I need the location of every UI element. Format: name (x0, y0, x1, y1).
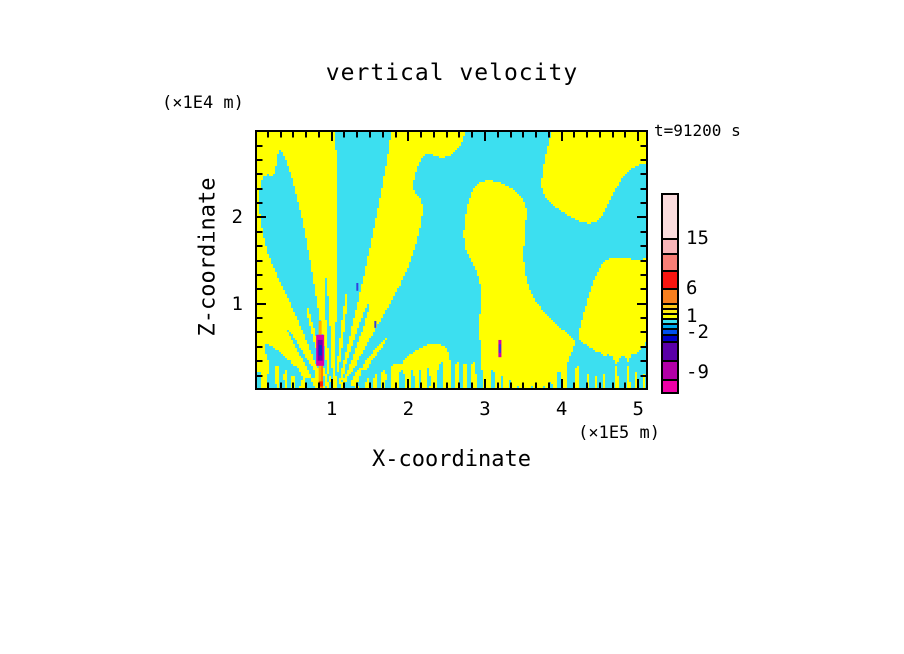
x-axis-label: X-coordinate (372, 447, 531, 472)
contour-field-canvas (255, 130, 648, 390)
colorbar-segment (663, 270, 677, 288)
colorbar-segment (663, 308, 677, 313)
x-tick-label: 3 (479, 398, 491, 420)
colorbar-segment (663, 238, 677, 253)
colorbar-segment (663, 195, 677, 238)
colorbar-segment (663, 288, 677, 303)
colorbar (661, 193, 679, 394)
colorbar-segment (663, 360, 677, 379)
x-tick-label: 4 (555, 398, 568, 420)
colorbar-segment (663, 303, 677, 308)
colorbar-tick-label: 6 (686, 277, 698, 299)
y-tick-label: 2 (231, 206, 243, 229)
colorbar-tick-label: -2 (686, 321, 709, 343)
x-axis-unit-label: (×1E5 m) (578, 423, 660, 443)
colorbar-segment (663, 313, 677, 318)
x-tick-label: 5 (632, 398, 644, 420)
colorbar-tick-label: 1 (686, 305, 698, 327)
x-tick-label: 2 (402, 398, 415, 420)
colorbar-segment (663, 379, 677, 392)
colorbar-segment (663, 341, 677, 360)
y-axis-unit-label: (×1E4 m) (162, 93, 244, 113)
colorbar-tick-label: 15 (686, 227, 709, 249)
colorbar-segment (663, 253, 677, 270)
colorbar-segment (663, 328, 677, 334)
colorbar-tick-label: -9 (686, 361, 709, 383)
colorbar-segment (663, 323, 677, 328)
timestamp-label: t=91200 s (654, 121, 741, 140)
colorbar-segment (663, 318, 677, 323)
y-tick-label: 1 (231, 292, 243, 315)
x-tick-label: 1 (325, 398, 338, 420)
colorbar-segment (663, 334, 677, 341)
plot-title: vertical velocity (325, 60, 579, 86)
